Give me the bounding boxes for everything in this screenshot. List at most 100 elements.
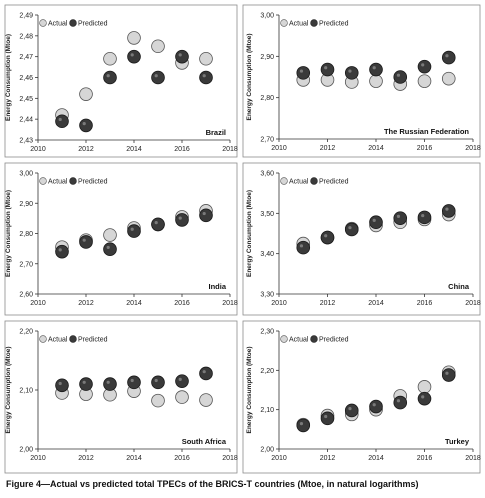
predicted-point-highlight: [154, 74, 158, 78]
x-tick-label: 2018: [465, 455, 481, 462]
predicted-point: [393, 70, 408, 84]
predicted-point: [175, 213, 189, 227]
legend-label-actual: Actual: [289, 21, 309, 28]
x-tick-label: 2014: [368, 300, 384, 307]
predicted-point-highlight: [324, 66, 328, 70]
y-tick-label: 2,43: [19, 138, 33, 145]
x-tick-label: 2018: [465, 145, 481, 152]
predicted-point-highlight: [348, 407, 352, 411]
y-tick-label: 2,90: [19, 201, 33, 208]
x-tick-label: 2012: [320, 455, 336, 462]
predicted-point-highlight: [445, 207, 449, 211]
legend-marker-predicted: [69, 19, 77, 27]
legend-label-predicted: Predicted: [78, 337, 108, 344]
y-tick-label: 2,80: [260, 95, 274, 102]
predicted-point: [127, 49, 141, 64]
predicted-point: [296, 418, 311, 433]
predicted-point: [55, 244, 69, 259]
predicted-point-highlight: [130, 53, 134, 57]
actual-point: [417, 380, 432, 394]
y-tick-label: 2,20: [19, 329, 33, 336]
y-tick-label: 2,45: [19, 96, 33, 103]
predicted-point-highlight: [396, 214, 401, 218]
y-tick-label: 2,44: [19, 117, 33, 124]
predicted-point: [344, 66, 359, 80]
country-label: Turkey: [445, 437, 470, 446]
y-axis-label: Energy Consumption (Mtoe): [5, 190, 12, 277]
legend-marker-actual: [39, 19, 47, 27]
y-tick-label: 2,00: [19, 447, 33, 454]
predicted-point: [127, 224, 141, 238]
predicted-point: [320, 230, 335, 245]
predicted-point-highlight: [58, 117, 62, 122]
predicted-point-highlight: [106, 74, 110, 78]
predicted-point-highlight: [421, 213, 425, 218]
x-tick-label: 2014: [126, 455, 142, 462]
legend-marker-actual: [280, 177, 288, 185]
actual-point: [441, 71, 456, 86]
y-tick-label: 3,60: [260, 171, 274, 178]
legend-marker-predicted: [310, 177, 318, 185]
predicted-point: [103, 242, 117, 257]
legend-marker-actual: [280, 335, 288, 343]
predicted-point: [320, 62, 335, 77]
predicted-point-highlight: [178, 53, 182, 57]
x-tick-label: 2018: [222, 455, 238, 462]
predicted-point-highlight: [421, 395, 425, 399]
x-tick-label: 2012: [320, 300, 336, 307]
x-tick-label: 2010: [30, 300, 46, 307]
predicted-point: [344, 403, 359, 418]
predicted-point-highlight: [202, 211, 206, 216]
y-tick-label: 3,40: [260, 251, 274, 258]
predicted-point: [127, 375, 141, 390]
x-tick-label: 2016: [174, 146, 190, 153]
actual-point: [199, 393, 213, 407]
x-tick-label: 2012: [78, 455, 94, 462]
predicted-point-highlight: [202, 74, 206, 78]
x-tick-label: 2012: [320, 145, 336, 152]
y-axis-label: Energy Consumption (Mtoe): [246, 33, 253, 120]
predicted-point-highlight: [154, 221, 158, 225]
predicted-point: [296, 240, 311, 255]
panel-turkey: 2,00 2,10 2,20 2,30 2010 2012 2014 2016 2018 Ener…: [242, 320, 481, 474]
predicted-point-highlight: [445, 371, 449, 375]
predicted-point-highlight: [348, 69, 352, 73]
legend-label-actual: Actual: [289, 179, 309, 186]
predicted-point: [79, 118, 93, 133]
legend-label-predicted: Predicted: [319, 179, 349, 186]
panel-india: 2,60 2,70 2,80 2,90 3,00 2010 2012 2014 2016 2018…: [4, 162, 238, 316]
y-tick-label: 2,80: [19, 231, 33, 238]
x-tick-label: 2018: [222, 146, 238, 153]
predicted-point-highlight: [324, 234, 328, 238]
legend-label-actual: Actual: [289, 337, 309, 344]
predicted-point-highlight: [348, 226, 352, 230]
panel-border: [4, 320, 238, 474]
actual-point: [369, 74, 383, 88]
predicted-point-highlight: [154, 378, 158, 383]
y-tick-label: 3,50: [260, 211, 274, 218]
predicted-point-highlight: [178, 377, 182, 381]
predicted-point: [417, 59, 432, 74]
predicted-point-highlight: [299, 244, 304, 248]
predicted-point: [175, 374, 189, 388]
legend-label-predicted: Predicted: [319, 21, 349, 28]
legend-marker-predicted: [310, 19, 318, 27]
country-label: Brazil: [206, 128, 226, 137]
x-tick-label: 2014: [368, 455, 384, 462]
legend-label-actual: Actual: [48, 21, 68, 28]
x-tick-label: 2012: [78, 300, 94, 307]
country-label: China: [448, 282, 470, 291]
predicted-point-highlight: [324, 414, 328, 419]
x-tick-label: 2016: [174, 300, 190, 307]
predicted-point: [55, 114, 69, 129]
predicted-point: [79, 235, 93, 249]
country-label: South Africa: [182, 437, 227, 446]
predicted-point: [417, 391, 432, 406]
legend-marker-predicted: [69, 177, 77, 185]
predicted-point-highlight: [372, 218, 376, 223]
y-tick-label: 2,10: [260, 407, 274, 414]
actual-point: [127, 31, 141, 45]
panel-border: [4, 162, 238, 316]
legend-label-actual: Actual: [48, 337, 68, 344]
